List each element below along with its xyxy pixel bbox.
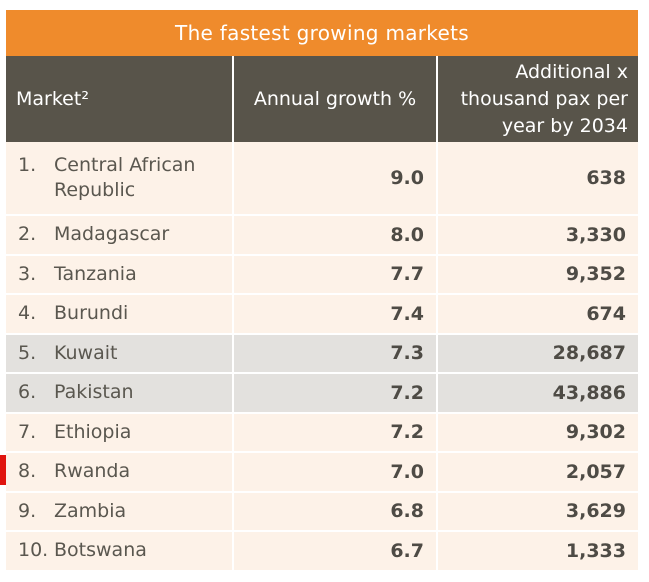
column-header-additional-pax: Additional x thousand pax per year by 20…: [437, 56, 638, 142]
additional-pax-value: 674: [437, 294, 638, 335]
table-title: The fastest growing markets: [6, 10, 638, 56]
column-header-market: Market²: [6, 56, 234, 142]
column-header-annual-growth: Annual growth %: [233, 56, 438, 142]
table-body: 1. Central African Republic 9.0 638 2. Madaga…: [6, 142, 638, 572]
column-header-additional-line: year by 2034: [501, 114, 628, 137]
rank-number: 6.: [18, 381, 37, 404]
table-row: 1. Central African Republic 9.0 638: [6, 142, 638, 216]
growth-value: 6.7: [233, 531, 438, 572]
additional-pax-value: 9,352: [437, 254, 638, 295]
rank-number: 4.: [18, 302, 37, 325]
market-cell: 3. Tanzania: [6, 254, 234, 295]
market-name: Central African Republic: [54, 154, 196, 201]
market-cell: 9. Zambia: [6, 491, 234, 532]
additional-pax-value: 9,302: [437, 412, 638, 453]
market-name: Pakistan: [54, 381, 134, 404]
additional-pax-value: 638: [437, 142, 638, 216]
rank-number: 1.: [18, 154, 37, 176]
table-row: 9. Zambia 6.8 3,629: [6, 491, 638, 532]
rank-number: 10.: [18, 539, 49, 562]
growth-value: 7.7: [233, 254, 438, 295]
market-cell: 4. Burundi: [6, 294, 234, 335]
market-cell: 7. Ethiopia: [6, 412, 234, 453]
rank-number: 3.: [18, 262, 37, 285]
rank-number: 5.: [18, 341, 37, 364]
growth-value: 8.0: [233, 215, 438, 256]
rank-number: 2.: [18, 223, 37, 246]
markets-table: Market² Annual growth % Additional x tho…: [6, 56, 638, 572]
table-row: 5. Kuwait 7.3 28,687: [6, 333, 638, 374]
growth-value: 7.0: [233, 452, 438, 493]
rank-number: 9.: [18, 499, 37, 522]
market-cell: 2. Madagascar: [6, 215, 234, 256]
growth-value: 6.8: [233, 491, 438, 532]
additional-pax-value: 3,629: [437, 491, 638, 532]
additional-pax-value: 28,687: [437, 333, 638, 374]
growth-value: 7.3: [233, 333, 438, 374]
market-cell: 1. Central African Republic: [6, 142, 234, 216]
growth-value: 9.0: [233, 142, 438, 216]
additional-pax-value: 1,333: [437, 531, 638, 572]
market-cell: 8. Rwanda: [6, 452, 234, 493]
market-name: Madagascar: [54, 223, 170, 246]
table-row: 8. Rwanda 7.0 2,057: [6, 452, 638, 493]
market-name: Tanzania: [54, 262, 137, 285]
table-row: 4. Burundi 7.4 674: [6, 294, 638, 335]
market-name: Botswana: [54, 539, 147, 562]
market-name: Ethiopia: [54, 420, 132, 443]
table-header-row: Market² Annual growth % Additional x tho…: [6, 56, 638, 142]
market-cell: 10. Botswana: [6, 531, 234, 572]
rank-number: 8.: [18, 460, 37, 483]
market-name: Rwanda: [54, 460, 131, 483]
table-row: 2. Madagascar 8.0 3,330: [6, 215, 638, 256]
market-name: Burundi: [54, 302, 129, 325]
growth-value: 7.4: [233, 294, 438, 335]
markets-table-panel: The fastest growing markets Market² Annu…: [6, 10, 638, 572]
growth-value: 7.2: [233, 373, 438, 414]
column-header-additional-line: thousand pax per: [460, 87, 628, 110]
table-row: 3. Tanzania 7.7 9,352: [6, 254, 638, 295]
market-cell: 6. Pakistan: [6, 373, 234, 414]
additional-pax-value: 2,057: [437, 452, 638, 493]
additional-pax-value: 3,330: [437, 215, 638, 256]
market-name: Zambia: [54, 499, 127, 522]
additional-pax-value: 43,886: [437, 373, 638, 414]
table-row: 10. Botswana 6.7 1,333: [6, 531, 638, 572]
table-row: 6. Pakistan 7.2 43,886: [6, 373, 638, 414]
rank-number: 7.: [18, 420, 37, 443]
column-header-additional-line: Additional x: [515, 60, 628, 83]
table-row: 7. Ethiopia 7.2 9,302: [6, 412, 638, 453]
market-cell: 5. Kuwait: [6, 333, 234, 374]
red-marker: [0, 455, 6, 485]
market-name: Kuwait: [54, 341, 118, 364]
growth-value: 7.2: [233, 412, 438, 453]
